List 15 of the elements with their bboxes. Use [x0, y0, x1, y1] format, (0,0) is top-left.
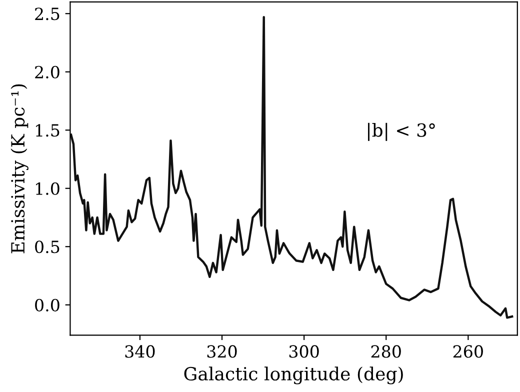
y-tick-label: 2.5 [35, 8, 60, 20]
y-axis-title: Emissivity (K pc⁻¹) [10, 84, 28, 254]
x-axis-title: Galactic longitude (deg) [184, 366, 403, 384]
y-tick-label: 1.0 [36, 182, 60, 195]
x-tick-label: 280 [371, 345, 401, 358]
y-tick-label: 0.5 [35, 240, 60, 254]
x-tick-label: 300 [289, 345, 319, 358]
y-tick-label: 0.0 [35, 298, 60, 312]
line-series [70, 16, 514, 319]
x-tick-label: 340 [125, 345, 155, 358]
x-tick-label: 260 [453, 345, 483, 358]
annotation: |b| < 3° [368, 122, 435, 141]
y-tick-label: 1.5 [36, 124, 60, 137]
x-tick-label: 320 [207, 345, 237, 358]
y-tick-label: 2.0 [35, 66, 60, 78]
